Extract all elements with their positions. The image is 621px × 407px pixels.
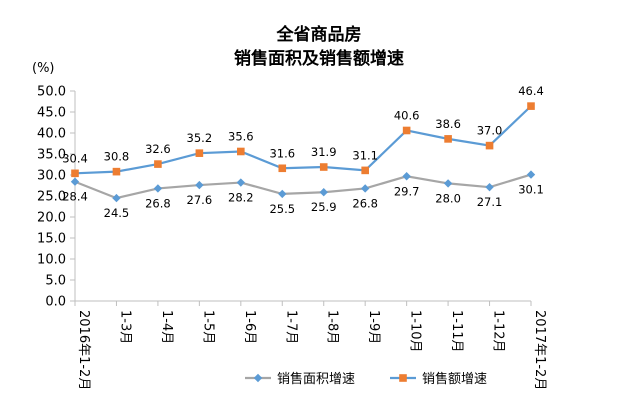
legend-marker-diamond (253, 373, 263, 383)
data-label: 30.8 (104, 150, 130, 164)
x-tick-label: 1-10月 (408, 310, 423, 353)
y-tick-label: 40.0 (37, 127, 66, 142)
data-point-marker-diamond (485, 182, 494, 192)
data-point-marker-diamond (112, 193, 121, 203)
x-tick-label: 1-8月 (325, 310, 340, 344)
y-tick-label: 5.0 (45, 274, 66, 289)
data-point-marker-square (71, 169, 79, 178)
x-tick-label: 1-4月 (159, 310, 174, 344)
data-label: 26.8 (145, 196, 171, 210)
data-point-marker-diamond (278, 189, 287, 199)
data-point-marker-diamond (153, 184, 163, 193)
data-label: 31.9 (311, 145, 337, 159)
data-label: 25.5 (269, 202, 295, 216)
data-label: 30.4 (62, 151, 88, 165)
data-label: 31.1 (352, 148, 378, 162)
data-label: 35.6 (228, 129, 254, 143)
data-label: 29.7 (394, 184, 420, 198)
x-tick-label: 1-12月 (491, 310, 506, 353)
y-tick-label: 45.0 (37, 106, 66, 121)
data-point-marker-diamond (236, 178, 246, 187)
data-label: 28.4 (62, 190, 88, 204)
data-point-marker-square (485, 141, 494, 150)
data-label: 27.1 (477, 195, 503, 209)
data-point-marker-diamond (195, 180, 204, 190)
data-point-marker-square (402, 126, 411, 135)
x-tick-label: 2017年1-2月 (532, 310, 547, 390)
data-point-marker-square (112, 167, 121, 176)
data-label: 46.4 (518, 84, 544, 98)
y-tick-label: 15.0 (37, 232, 66, 247)
data-point-marker-square (154, 160, 162, 168)
legend-marker-square (399, 374, 407, 382)
data-label: 35.2 (187, 131, 213, 145)
x-tick-label: 2016年1-2月 (76, 310, 91, 390)
data-point-marker-square (527, 102, 535, 110)
data-label: 26.8 (352, 196, 378, 210)
chart-title-line-1: 全省商品房 (276, 24, 362, 45)
y-tick-label: 20.0 (37, 211, 66, 226)
y-tick-label: 50.0 (37, 85, 66, 100)
x-tick-label: 1-6月 (242, 310, 257, 344)
data-label: 28.0 (435, 191, 461, 205)
legend-label: 销售面积增速 (277, 371, 355, 387)
legend-label: 销售额增速 (422, 371, 487, 387)
data-label: 27.6 (187, 193, 213, 207)
data-label: 24.5 (104, 206, 130, 220)
y-tick-label: 0.0 (45, 295, 66, 310)
data-point-marker-diamond (319, 188, 328, 197)
data-label: 28.2 (228, 191, 254, 205)
data-point-marker-square (278, 164, 287, 173)
chart-title-line-2: 销售面积及销售额增速 (234, 48, 404, 69)
data-label: 30.1 (518, 183, 544, 197)
y-tick-label: 10.0 (37, 253, 66, 268)
y-tick-label: 25.0 (37, 190, 66, 205)
y-tick-label: 30.0 (37, 169, 66, 184)
data-point-marker-diamond (443, 179, 453, 188)
data-point-marker-square (361, 166, 369, 175)
x-tick-label: 1-7月 (283, 310, 298, 344)
data-point-marker-square (195, 149, 204, 157)
data-point-marker-diamond (70, 177, 80, 186)
x-tick-label: 1-5月 (200, 310, 215, 344)
data-point-marker-square (237, 147, 245, 156)
data-point-marker-diamond (526, 170, 536, 179)
series-line-0 (74, 173, 532, 200)
x-tick-label: 1-3月 (117, 310, 132, 344)
data-label: 31.6 (269, 146, 295, 160)
data-label: 37.0 (477, 124, 503, 138)
series-line-1 (74, 105, 532, 175)
data-label: 38.6 (435, 117, 461, 131)
y-axis-unit-label: (%) (32, 61, 55, 76)
data-label: 40.6 (394, 108, 420, 122)
data-point-marker-square (444, 135, 452, 143)
data-point-marker-diamond (360, 184, 370, 193)
data-label: 25.9 (311, 200, 337, 214)
x-tick-label: 1-9月 (366, 310, 381, 344)
data-point-marker-square (319, 163, 328, 171)
data-point-marker-diamond (402, 172, 411, 181)
data-label: 32.6 (145, 142, 171, 156)
y-tick-label: 35.0 (37, 148, 66, 163)
x-tick-label: 1-11月 (449, 310, 464, 353)
